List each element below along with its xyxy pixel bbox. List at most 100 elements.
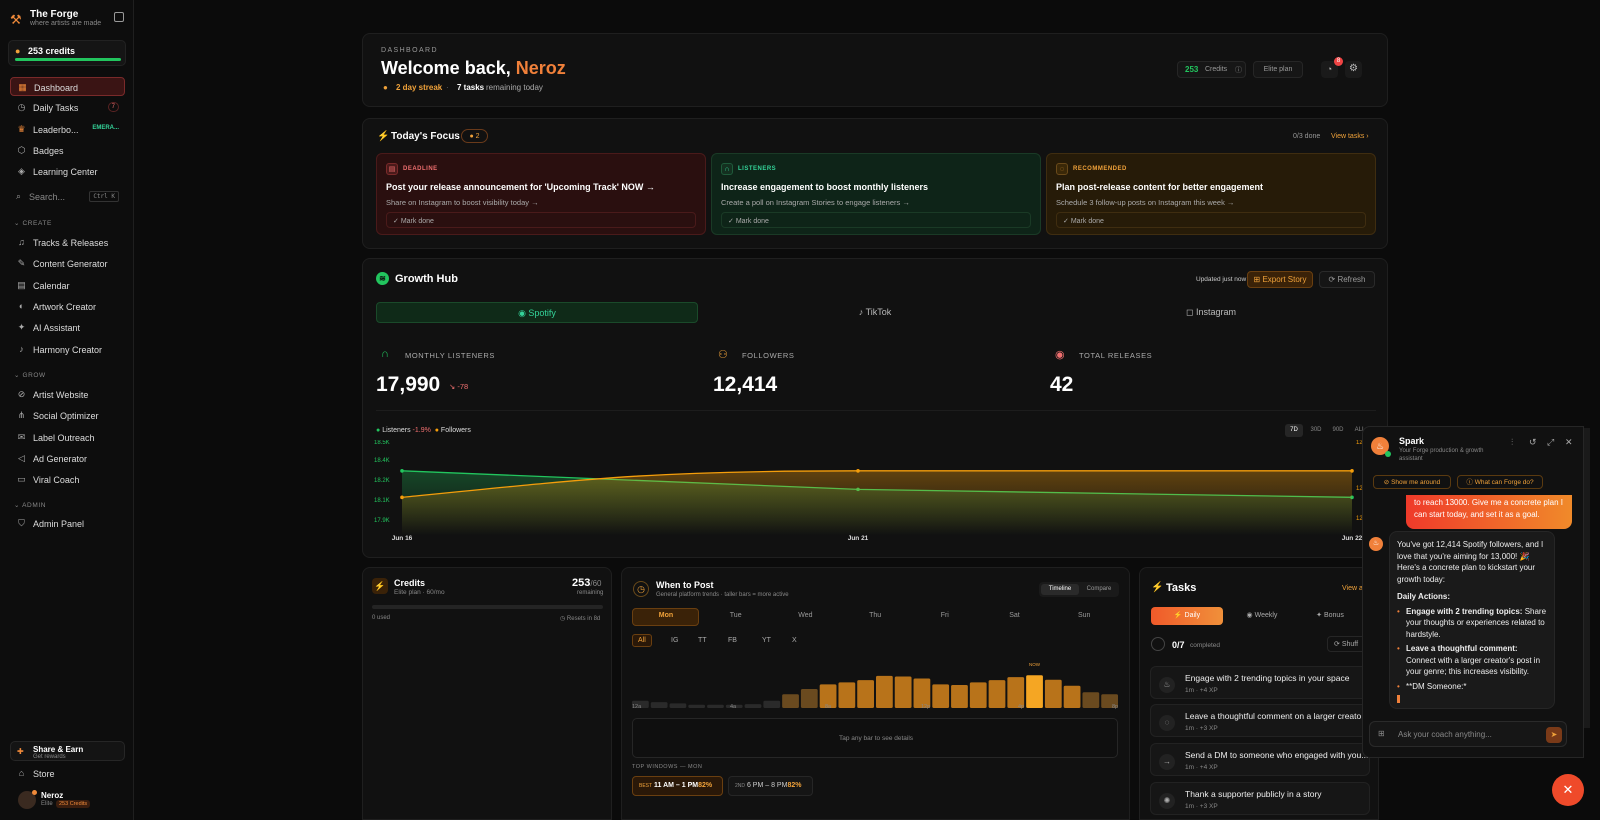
section-admin[interactable]: ⌄ ADMIN	[14, 502, 47, 509]
hour-bar[interactable]	[951, 685, 968, 708]
hour-bar[interactable]	[1082, 692, 1100, 708]
platform-chip-ig[interactable]: IG	[671, 637, 679, 644]
focus-card-recommended[interactable]: ◌ RECOMMENDED Plan post-release content …	[1046, 153, 1376, 235]
sidebar-item-viral-coach[interactable]: ▭ Viral Coach	[10, 470, 125, 489]
hour-bar[interactable]	[725, 704, 743, 708]
hour-bar[interactable]	[1044, 679, 1062, 708]
mark-done-button[interactable]: ✓ Mark done	[721, 212, 1031, 228]
mark-done-button[interactable]: ✓ Mark done	[386, 212, 696, 228]
range-all[interactable]: ALL	[1354, 427, 1366, 433]
close-icon[interactable]: ✕	[1565, 437, 1573, 447]
hour-bar[interactable]	[707, 704, 724, 708]
hour-bar[interactable]	[1007, 677, 1025, 708]
sidebar-item-admin-panel[interactable]: ⛉ Admin Panel	[10, 514, 125, 533]
range-7d[interactable]: 7D	[1285, 424, 1303, 437]
platform-chip-x[interactable]: X	[792, 637, 797, 644]
day-mon-selected[interactable]	[632, 608, 699, 626]
sidebar-item-artwork[interactable]: ◐ Artwork Creator	[10, 297, 125, 316]
sidebar-item-content-generator[interactable]: ✎ Content Generator	[10, 254, 125, 273]
sliders-icon[interactable]: ⫶	[1511, 437, 1514, 447]
day-tue[interactable]: Tue	[729, 612, 742, 619]
data-point[interactable]	[400, 469, 404, 473]
data-point[interactable]	[400, 495, 404, 500]
day-fri[interactable]: Fri	[940, 612, 949, 619]
what-can-forge-do-chip[interactable]: ⓘ What can Forge do?	[1457, 475, 1543, 489]
hour-bar[interactable]	[763, 700, 781, 708]
task-item[interactable]: ✺ Thank a supporter publicly in a story 1m…	[1150, 782, 1370, 815]
sidebar-item-ad-generator[interactable]: ◁ Ad Generator	[10, 449, 125, 468]
mark-done-button[interactable]: ✓ Mark done	[1056, 212, 1366, 228]
tab-instagram[interactable]: ◻ Instagram	[1185, 307, 1236, 317]
hour-bar[interactable]	[632, 700, 649, 708]
plan-pill[interactable]: Elite plan	[1253, 61, 1303, 78]
hour-bar[interactable]	[744, 704, 762, 708]
sidebar-item-dashboard[interactable]: ▦ Dashboard	[10, 77, 125, 96]
sidebar-item-artist-website[interactable]: ⊘ Artist Website	[10, 385, 125, 404]
credits-widget[interactable]: ● 253 credits	[8, 40, 126, 66]
sidebar-toggle-icon[interactable]	[114, 12, 124, 22]
sidebar-item-harmony[interactable]: ♪ Harmony Creator	[10, 340, 125, 359]
section-grow[interactable]: ⌄ GROW	[14, 372, 46, 379]
sidebar-item-social-optimizer[interactable]: ⋔ Social Optimizer	[10, 406, 125, 425]
task-item[interactable]: ◌ Leave a thoughtful comment on a larger …	[1150, 704, 1370, 737]
sidebar-item-badges[interactable]: ⬡ Badges	[10, 141, 125, 160]
section-create[interactable]: ⌄ CREATE	[14, 220, 52, 227]
day-thu[interactable]: Thu	[869, 612, 882, 619]
hour-bar[interactable]	[800, 688, 818, 708]
hour-bar[interactable]	[876, 675, 893, 708]
share-earn-button[interactable]: ✚ Share & Earn Get rewards	[10, 741, 125, 761]
data-point[interactable]	[1350, 469, 1354, 473]
close-chat-fab[interactable]: ✕	[1552, 774, 1584, 806]
chat-input[interactable]: ⊞ Ask your coach anything... ➤	[1369, 721, 1567, 747]
range-30d[interactable]: 30D	[1310, 427, 1322, 433]
task-item[interactable]: ♨ Engage with 2 trending topics in your s…	[1150, 666, 1370, 699]
tab-spotify[interactable]: ◉ Spotify	[376, 302, 698, 323]
expand-icon[interactable]: ⤢	[1547, 437, 1555, 447]
history-icon[interactable]: ↺	[1529, 437, 1537, 447]
best-window-chip[interactable]: BEST 11 AM – 1 PM82%	[632, 776, 723, 796]
sidebar-item-learning[interactable]: ◈ Learning Center	[10, 162, 125, 181]
day-wed[interactable]: Wed	[798, 612, 813, 619]
day-sun[interactable]: Sun	[1077, 612, 1091, 619]
scrollbar[interactable]	[1584, 428, 1590, 728]
hour-bar[interactable]	[688, 704, 706, 708]
sidebar-item-daily-tasks[interactable]: ◷ Daily Tasks 7	[10, 98, 125, 117]
data-point[interactable]	[856, 469, 860, 473]
day-mon[interactable]: Mon	[658, 612, 674, 619]
hour-bar[interactable]	[1101, 694, 1118, 708]
hour-bar[interactable]	[932, 684, 950, 708]
show-me-around-chip[interactable]: ⊘ Show me around	[1373, 475, 1451, 489]
platform-chip-tt[interactable]: TT	[698, 637, 707, 644]
platform-chip-all[interactable]: All	[632, 634, 652, 647]
focus-card-deadline[interactable]: ▤ DEADLINE Post your release announcemen…	[376, 153, 706, 235]
hour-bar[interactable]	[894, 676, 912, 708]
hour-bar[interactable]	[969, 682, 987, 708]
hour-bar[interactable]	[838, 682, 856, 708]
hour-bar[interactable]	[1063, 685, 1081, 708]
search-input[interactable]: ⌕ Search... Ctrl K	[10, 189, 125, 205]
hour-bar[interactable]	[819, 684, 837, 708]
user-profile[interactable]: Neroz Elite 253 Credits	[18, 789, 128, 811]
hour-bar[interactable]	[650, 702, 668, 708]
sidebar-item-ai-assistant[interactable]: ✦ AI Assistant	[10, 318, 125, 337]
toggle-compare[interactable]: Compare	[1086, 586, 1112, 592]
sidebar-item-leaderboard[interactable]: ♛ Leaderbo... EMERA...	[10, 120, 125, 139]
hour-bar[interactable]	[782, 694, 799, 708]
view-tasks-link[interactable]: View tasks ›	[1331, 133, 1369, 140]
platform-chip-fb[interactable]: FB	[728, 637, 737, 644]
range-90d[interactable]: 90D	[1332, 427, 1344, 433]
credits-pill[interactable]: 253 Credits ⓘ	[1177, 61, 1246, 78]
bell-icon[interactable]: ◔	[1321, 61, 1338, 78]
brand[interactable]: ⚒ The Forge where artists are made	[8, 8, 126, 30]
tasks-view-all[interactable]: View al	[1342, 585, 1365, 592]
send-icon[interactable]: ➤	[1546, 727, 1562, 743]
hour-bar[interactable]	[1026, 675, 1043, 708]
gear-icon[interactable]: ⚙	[1345, 61, 1362, 78]
apps-icon[interactable]: ⊞	[1378, 729, 1385, 738]
tab-tiktok[interactable]: ♪ TikTok	[858, 307, 892, 317]
sidebar-item-tracks[interactable]: ♫ Tracks & Releases	[10, 233, 125, 252]
platform-chip-yt[interactable]: YT	[762, 637, 771, 644]
task-item[interactable]: → Send a DM to someone who engaged with y…	[1150, 743, 1370, 776]
sidebar-item-store[interactable]: ⌂ Store	[10, 764, 125, 783]
focus-card-listeners[interactable]: ∩ LISTENERS Increase engagement to boost…	[711, 153, 1041, 235]
